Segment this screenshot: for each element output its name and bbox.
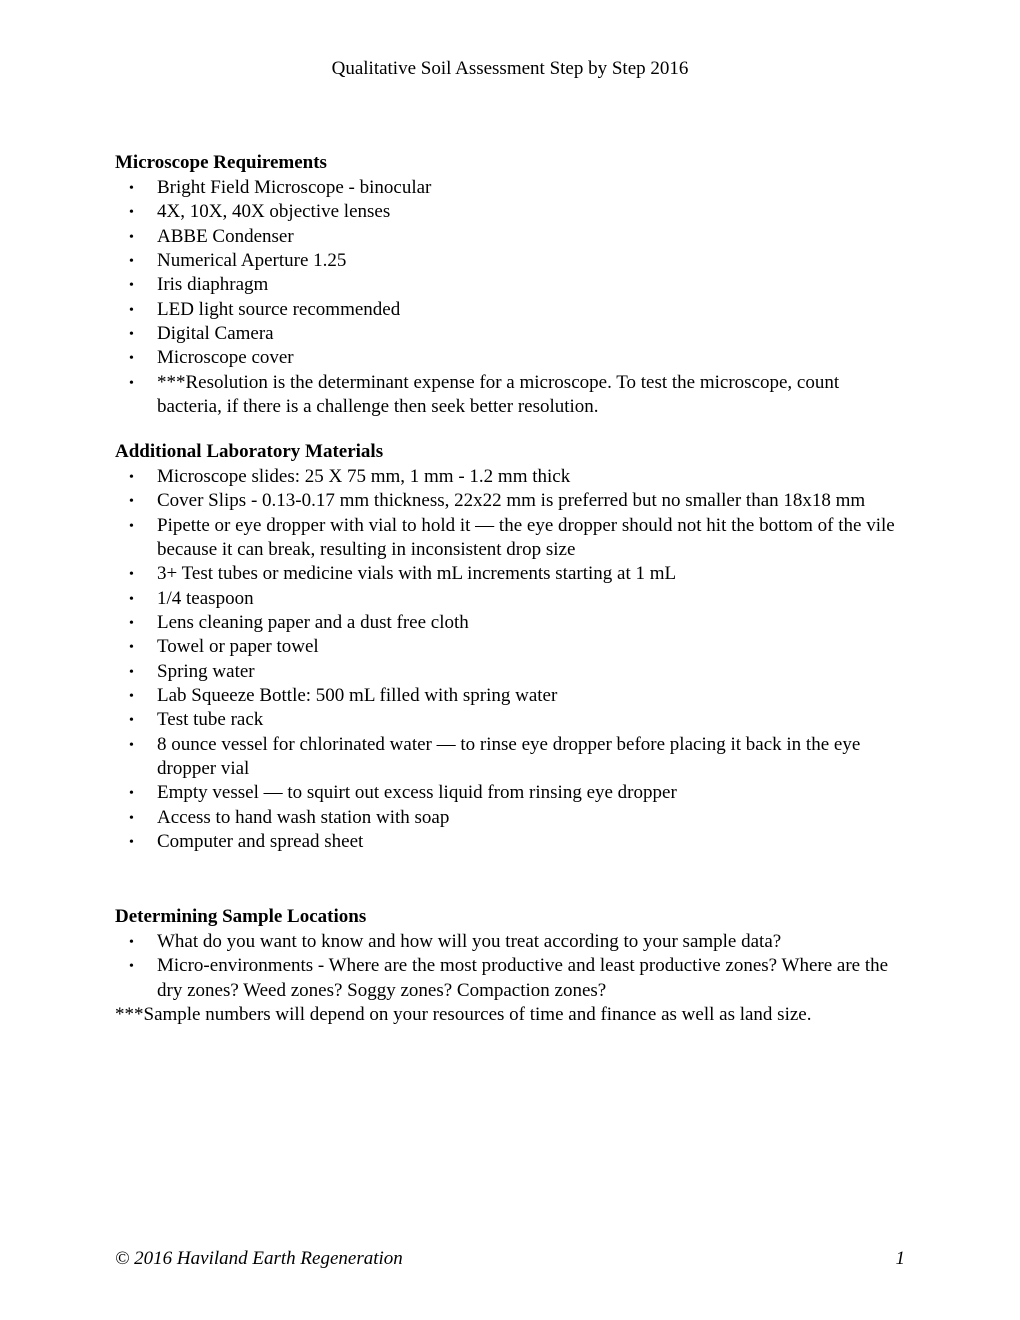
microscope-heading: Microscope Requirements: [115, 152, 905, 174]
microscope-list: Bright Field Microscope - binocular 4X, …: [115, 176, 905, 419]
list-item: Bright Field Microscope - binocular: [115, 176, 905, 200]
list-item: Access to hand wash station with soap: [115, 806, 905, 830]
list-item: ABBE Condenser: [115, 225, 905, 249]
list-item: ***Resolution is the determinant expense…: [115, 371, 905, 420]
list-item: Test tube rack: [115, 708, 905, 732]
list-item: Lab Squeeze Bottle: 500 mL filled with s…: [115, 684, 905, 708]
footer-copyright: © 2016 Haviland Earth Regeneration: [115, 1248, 403, 1270]
list-item: Microscope slides: 25 X 75 mm, 1 mm - 1.…: [115, 465, 905, 489]
list-item: 1/4 teaspoon: [115, 587, 905, 611]
page-footer: © 2016 Haviland Earth Regeneration 1: [115, 1248, 905, 1270]
list-item: Lens cleaning paper and a dust free clot…: [115, 611, 905, 635]
list-item: Microscope cover: [115, 346, 905, 370]
list-item: Spring water: [115, 660, 905, 684]
list-item: Computer and spread sheet: [115, 830, 905, 854]
list-item: LED light source recommended: [115, 298, 905, 322]
materials-heading: Additional Laboratory Materials: [115, 441, 905, 463]
list-item: 4X, 10X, 40X objective lenses: [115, 200, 905, 224]
list-item: 3+ Test tubes or medicine vials with mL …: [115, 562, 905, 586]
list-item: Cover Slips - 0.13-0.17 mm thickness, 22…: [115, 489, 905, 513]
list-item: 8 ounce vessel for chlorinated water — t…: [115, 733, 905, 782]
list-item: Empty vessel — to squirt out excess liqu…: [115, 781, 905, 805]
locations-list: What do you want to know and how will yo…: [115, 930, 905, 1003]
list-item: Numerical Aperture 1.25: [115, 249, 905, 273]
list-item: Iris diaphragm: [115, 273, 905, 297]
locations-heading: Determining Sample Locations: [115, 906, 905, 928]
locations-note: ***Sample numbers will depend on your re…: [115, 1003, 905, 1027]
materials-list: Microscope slides: 25 X 75 mm, 1 mm - 1.…: [115, 465, 905, 854]
footer-page-number: 1: [896, 1248, 906, 1270]
list-item: Micro-environments - Where are the most …: [115, 954, 905, 1003]
document-header: Qualitative Soil Assessment Step by Step…: [115, 58, 905, 80]
list-item: Digital Camera: [115, 322, 905, 346]
list-item: Towel or paper towel: [115, 635, 905, 659]
list-item: Pipette or eye dropper with vial to hold…: [115, 514, 905, 563]
list-item: What do you want to know and how will yo…: [115, 930, 905, 954]
